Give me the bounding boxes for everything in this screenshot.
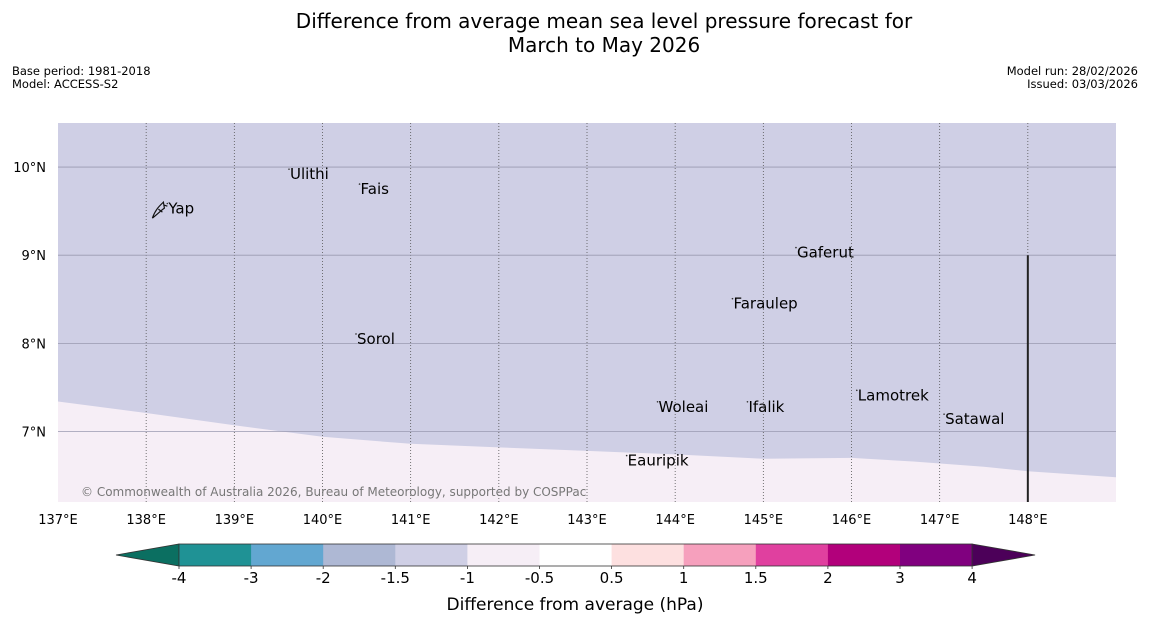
place-marker <box>731 297 734 300</box>
graticule <box>58 123 1116 502</box>
longitude-tick-label: 138°E <box>126 513 166 528</box>
longitude-tick-label: 147°E <box>920 513 960 528</box>
place-marker <box>288 168 290 170</box>
place-marker <box>746 401 749 403</box>
colorbar-extend-low <box>115 543 180 567</box>
longitude-tick-label: 146°E <box>832 513 872 528</box>
place-marker <box>358 183 361 185</box>
latitude-tick-label: 7°N <box>22 425 47 440</box>
place-marker <box>656 401 659 403</box>
meta-left: Base period: 1981-2018 Model: ACCESS-S2 <box>12 65 151 91</box>
colorbar-segment <box>251 544 324 566</box>
place-labels: Yap Ulithi Fais Gaferut Faraulep Sorol Lamotre… <box>166 165 1004 470</box>
longitude-tick-label: 148°E <box>1008 513 1048 528</box>
colorbar-tick-label: -3 <box>244 569 259 587</box>
title-line-1: Difference from average mean sea level p… <box>295 9 913 33</box>
colorbar-segment <box>611 544 685 566</box>
place-marker <box>166 202 169 205</box>
place-marker <box>943 413 945 415</box>
title-line-2: March to May 2026 <box>507 33 701 57</box>
model-name: Model: ACCESS-S2 <box>12 77 119 91</box>
colorbar-label: Difference from average (hPa) <box>447 595 704 615</box>
colorbar-segment <box>467 544 540 566</box>
longitude-tick-label: 140°E <box>303 513 343 528</box>
place-label: Lamotrek <box>858 386 929 404</box>
colorbar-tick-label: 4 <box>967 569 977 587</box>
longitude-tick-label: 137°E <box>38 513 78 528</box>
colorbar-tick-label: -1 <box>460 569 475 587</box>
place-marker <box>625 454 628 457</box>
copyright-note: © Commonwealth of Australia 2026, Bureau… <box>81 485 586 499</box>
colorbar-tick-label: 3 <box>895 569 905 587</box>
longitude-ticks: 137°E 138°E 139°E 140°E 141°E 142°E 143°E 144°E… <box>38 513 1047 528</box>
latitude-ticks: 10°N 9°N 8°N 7°N <box>13 161 46 440</box>
colorbar-tick-label: 1.5 <box>744 569 768 587</box>
place-marker <box>855 389 858 392</box>
longitude-tick-label: 141°E <box>391 513 431 528</box>
colorbar-tick-label: 0.5 <box>600 569 624 587</box>
place-label: Yap <box>167 199 194 217</box>
longitude-tick-label: 144°E <box>655 513 695 528</box>
issued-date: Issued: 03/03/2026 <box>1027 77 1138 91</box>
colorbar-tick-label: -0.5 <box>525 569 554 587</box>
place-marker <box>795 246 797 249</box>
colorbar: -4 -3 -2 -1.5 -1 -0.5 0.5 1 1.5 2 3 4 <box>115 543 1036 587</box>
colorbar-tick-label: -1.5 <box>381 569 410 587</box>
base-period: Base period: 1981-2018 <box>12 64 151 78</box>
colorbar-tick-label: 1 <box>679 569 689 587</box>
colorbar-tick-label: 2 <box>823 569 833 587</box>
yap-island-icon <box>151 200 168 219</box>
place-label: Gaferut <box>797 244 854 262</box>
colorbar-tick-label: -2 <box>316 569 331 587</box>
place-label: Sorol <box>357 330 395 348</box>
model-run: Model run: 28/02/2026 <box>1006 64 1138 78</box>
place-label: Satawal <box>945 410 1004 428</box>
longitude-tick-label: 142°E <box>479 513 519 528</box>
colorbar-segment <box>755 544 829 566</box>
place-label: Woleai <box>659 398 709 416</box>
latitude-tick-label: 9°N <box>22 249 47 264</box>
longitude-tick-label: 139°E <box>215 513 255 528</box>
chart-title: Difference from average mean sea level p… <box>0 9 1150 57</box>
place-label: Faraulep <box>733 295 797 313</box>
colorbar-segment <box>683 544 757 566</box>
longitude-tick-label: 143°E <box>567 513 607 528</box>
place-marker <box>355 333 357 335</box>
colorbar-segment <box>395 544 468 566</box>
place-label: Eauripik <box>628 452 689 470</box>
colorbar-segment <box>323 544 396 566</box>
colorbar-segment <box>827 544 901 566</box>
colorbar-segment <box>179 544 252 566</box>
colorbar-tick-label: -4 <box>172 569 187 587</box>
meta-right: Model run: 28/02/2026 Issued: 03/03/2026 <box>1007 65 1138 91</box>
place-label: Fais <box>361 180 390 198</box>
colorbar-frame <box>178 543 973 567</box>
colorbar-extend-high <box>971 543 1036 567</box>
longitude-tick-label: 145°E <box>744 513 784 528</box>
colorbar-segment <box>539 544 613 566</box>
colorbar-segment <box>900 544 973 566</box>
place-label: Ulithi <box>290 165 329 183</box>
latitude-tick-label: 10°N <box>13 161 46 176</box>
latitude-tick-label: 8°N <box>22 337 47 352</box>
place-label: Ifalik <box>748 398 784 416</box>
